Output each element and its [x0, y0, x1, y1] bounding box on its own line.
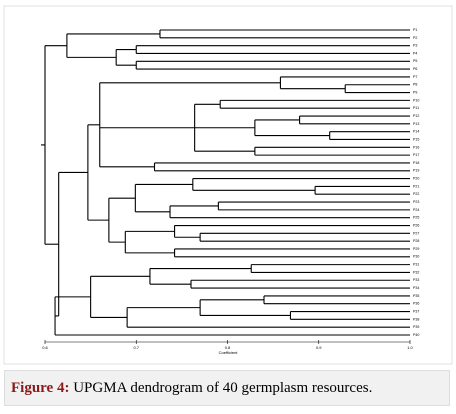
leaf-label: P1: [413, 28, 417, 32]
leaf-label: P11: [413, 106, 419, 110]
caption: Figure 4: UPGMA dendrogram of 40 germpla…: [4, 370, 450, 406]
leaf-label: P12: [413, 114, 419, 118]
leaf-label: P16: [413, 145, 419, 149]
x-tick-label: 0.8: [225, 345, 231, 350]
leaf-label: P24: [413, 208, 419, 212]
leaf-label: P34: [413, 286, 419, 290]
leaf-label: P18: [413, 161, 419, 165]
leaf-label: P5: [413, 59, 417, 63]
leaf-label: P15: [413, 137, 419, 141]
leaf-label: P32: [413, 270, 419, 274]
leaf-label: P20: [413, 177, 419, 181]
x-tick-label: 0.6: [42, 345, 48, 350]
leaf-label: P27: [413, 231, 419, 235]
dendrogram: Coefficient P1 P2 P3 P4 P5 P6 P7 P8 P9 P10 P11 P12 P…: [3, 5, 453, 365]
leaf-label: P19: [413, 169, 419, 173]
leaf-label: P28: [413, 239, 419, 243]
x-tick-label: 0.7: [133, 345, 139, 350]
leaf-label: P10: [413, 98, 419, 102]
leaf-label: P3: [413, 44, 417, 48]
leaf-label: P8: [413, 83, 417, 87]
leaf-label: P14: [413, 130, 419, 134]
leaf-label: P6: [413, 67, 417, 71]
leaf-label: P33: [413, 278, 419, 282]
leaf-label: P9: [413, 91, 417, 95]
leaf-label: P31: [413, 263, 419, 267]
leaf-label: P26: [413, 223, 419, 227]
leaf-label: P4: [413, 51, 417, 55]
leaf-label: P7: [413, 75, 417, 79]
caption-label: Figure 4:: [11, 380, 70, 396]
leaf-label: P23: [413, 200, 419, 204]
leaf-label: P2: [413, 36, 417, 40]
leaf-label: P38: [413, 317, 419, 321]
x-tick-label: 0.9: [316, 345, 322, 350]
leaf-label: P29: [413, 247, 419, 251]
leaf-label: P21: [413, 184, 419, 188]
leaf-label: P30: [413, 255, 419, 259]
leaf-label: P37: [413, 309, 419, 313]
figure-frame: [3, 5, 453, 365]
leaf-label: P17: [413, 153, 419, 157]
leaf-label: P13: [413, 122, 419, 126]
leaf-label: P35: [413, 294, 419, 298]
caption-text: UPGMA dendrogram of 40 germplasm resourc…: [73, 380, 373, 396]
x-axis-label: Coefficient: [219, 350, 239, 355]
leaf-label: P22: [413, 192, 419, 196]
leaf-label: P36: [413, 302, 419, 306]
leaf-label: P40: [413, 333, 419, 337]
leaf-label: P39: [413, 325, 419, 329]
x-tick-label: 1.0: [407, 345, 413, 350]
leaf-label: P25: [413, 216, 419, 220]
